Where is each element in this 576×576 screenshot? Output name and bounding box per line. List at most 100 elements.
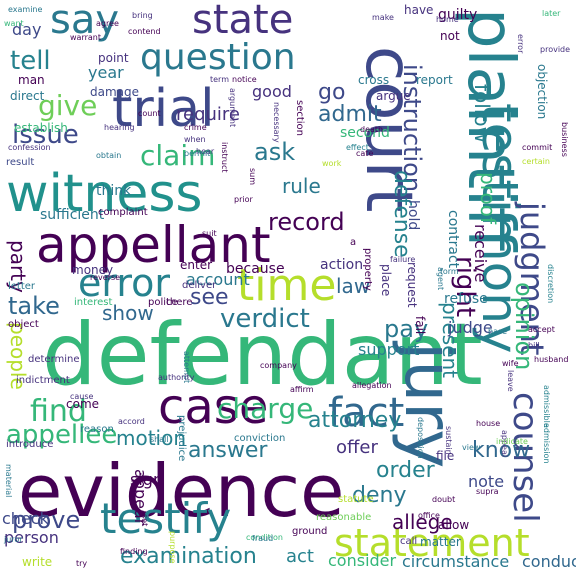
word-examination: examination [120, 544, 257, 569]
word-matter: matter [420, 535, 461, 549]
word-action: action [320, 257, 364, 273]
word-hold: hold [405, 200, 421, 231]
word-section: section [294, 100, 305, 137]
word-proof: proof [476, 172, 500, 224]
word-material: material [4, 464, 13, 498]
word-determine: determine [28, 354, 80, 365]
word-report: report [416, 73, 453, 87]
word-show: show [102, 301, 154, 325]
word-day: day [12, 20, 42, 39]
word-bring: bring [132, 11, 153, 20]
word-record: record [268, 208, 345, 236]
word-place: place [379, 264, 393, 297]
word-rule: rule [282, 174, 321, 198]
word-receive: receive [471, 224, 490, 283]
word-bill: bill [528, 341, 540, 350]
word-defendant: defendant [42, 305, 483, 405]
word-office: office [418, 511, 440, 520]
word-take: take [8, 292, 60, 320]
word-contend: contend [128, 27, 161, 36]
word-answer: answer [188, 438, 268, 463]
word-set: set [140, 514, 149, 527]
word-statute: statute [338, 494, 374, 505]
word-account: account [186, 270, 250, 289]
word-accept: accept [528, 325, 555, 334]
word-deliver: deliver [182, 280, 217, 291]
word-good: good [252, 82, 292, 101]
word-indicate: indicate [496, 437, 528, 446]
word-because: because [226, 261, 285, 277]
word-think: think [96, 183, 132, 199]
word-doubt: doubt [432, 495, 456, 504]
word-year: year [88, 63, 124, 82]
word-consider: consider [328, 551, 397, 570]
word-indictment: indictment [16, 375, 70, 386]
word-house: house [476, 419, 501, 428]
word-business: business [560, 122, 569, 157]
word-case: case [158, 379, 269, 435]
word-allow: allow [438, 518, 470, 532]
word-claim: claim [140, 139, 216, 172]
word-notice: notice [232, 75, 257, 84]
word-appellant: appellant [36, 216, 271, 274]
word-time: time [237, 260, 337, 311]
word-home: home [436, 15, 459, 24]
word-not: not [440, 29, 460, 43]
word-money: money [72, 263, 114, 277]
word-shall: shall [150, 435, 169, 444]
word-prior: prior [234, 195, 253, 204]
word-allegation: allegation [352, 381, 392, 390]
word-letter: letter [8, 281, 36, 292]
word-ground: ground [292, 526, 328, 537]
word-testify: testify [100, 494, 232, 543]
word-have: have [404, 3, 434, 17]
word-say: say [50, 0, 120, 43]
word-attorney: attorney [308, 408, 402, 433]
word-establish: establish [14, 121, 68, 135]
word-authority: authority [158, 373, 195, 382]
word-base: base [488, 327, 508, 336]
word-affirm: affirm [290, 385, 314, 394]
word-necessary: necessary [272, 102, 281, 143]
word-count: count [138, 109, 161, 118]
word-find: find [30, 394, 87, 429]
word-charge: charge [217, 392, 314, 425]
word-husband: husband [534, 355, 569, 364]
word-sum: sum [248, 168, 257, 186]
word-introduce: introduce [6, 439, 54, 450]
word-error-small: error [516, 34, 525, 54]
word-law: law [336, 274, 371, 298]
word-admission: admission [542, 423, 551, 464]
word-reason: reason [80, 424, 114, 435]
word-hearing: hearing [104, 123, 135, 132]
word-condition: condition [246, 533, 283, 542]
word-commit: commit [522, 143, 553, 152]
word-term: term [210, 75, 229, 84]
word-see: see [190, 285, 229, 310]
word-evidence: evidence [18, 449, 345, 533]
word-prove: prove [12, 506, 81, 534]
word-failure: failure [390, 255, 416, 264]
word-juror: juror [4, 535, 23, 544]
word-when: when [184, 135, 206, 144]
word-work: work [322, 159, 342, 168]
word-want: want [4, 19, 24, 28]
word-later: later [542, 9, 561, 18]
word-company: company [260, 361, 297, 370]
word-suit: suit [202, 229, 217, 238]
word-admit: admit [318, 102, 382, 127]
word-certain: certain [522, 157, 550, 166]
word-objection: objection [535, 64, 549, 120]
word-purpose: purpose [168, 531, 177, 564]
word-try: try [76, 559, 88, 568]
word-judge: judge [448, 318, 493, 337]
word-finding: finding [120, 547, 148, 556]
word-support: support [358, 340, 420, 359]
word-wife: wife [502, 359, 519, 368]
word-warrant: warrant [70, 33, 101, 42]
word-deposition: deposition [416, 417, 425, 459]
word-provide: provide [540, 45, 571, 54]
word-man: man [18, 73, 45, 87]
word-permit: permit [184, 149, 211, 158]
word-damage: damage [90, 85, 140, 99]
